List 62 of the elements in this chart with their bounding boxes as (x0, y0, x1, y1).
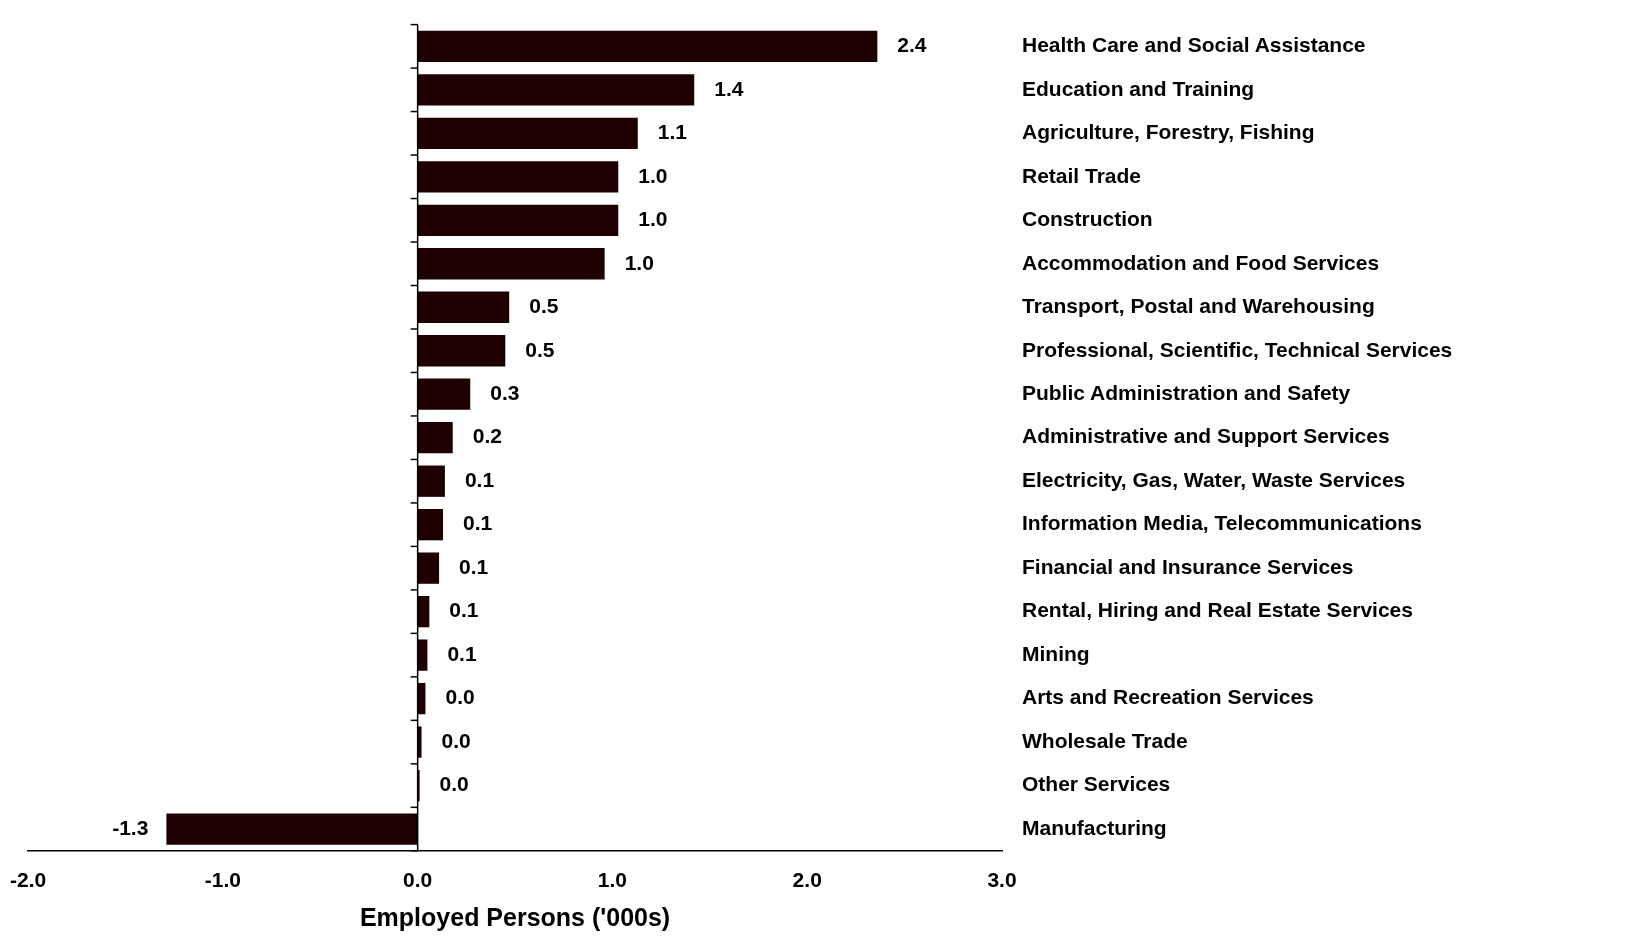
y-tick-label: Professional, Scientific, Technical Services (1022, 337, 1453, 361)
data-label: 0.2 (472, 424, 502, 448)
x-tick-label: 0.0 (403, 868, 433, 892)
bar (417, 465, 445, 497)
bar (417, 335, 506, 367)
data-label: 0.0 (445, 685, 475, 709)
y-tick-label: Arts and Recreation Services (1022, 685, 1314, 709)
bar (417, 161, 619, 193)
bar (417, 552, 440, 584)
y-tick-label: Manufacturing (1022, 815, 1167, 839)
data-label: 0.5 (525, 337, 555, 361)
data-label: -1.3 (112, 815, 149, 839)
data-label: 0.1 (447, 641, 477, 665)
y-tick-label: Other Services (1022, 772, 1171, 796)
data-label: 0.1 (462, 511, 493, 535)
bar (417, 291, 510, 323)
data-label: 0.0 (441, 728, 471, 752)
y-tick-label: Retail Trade (1022, 163, 1142, 187)
y-tick-label: Education and Training (1022, 76, 1255, 100)
y-tick-label: Electricity, Gas, Water, Waste Services (1022, 467, 1406, 491)
y-tick-label: Rental, Hiring and Real Estate Services (1022, 598, 1413, 622)
y-tick-label: Information Media, Telecommunications (1022, 511, 1422, 535)
bar (417, 639, 428, 671)
x-tick-label: -1.0 (204, 868, 241, 892)
data-label: 0.5 (529, 294, 559, 318)
x-tick-label: 3.0 (987, 868, 1017, 892)
data-label: 1.0 (638, 163, 668, 187)
y-tick-label: Transport, Postal and Warehousing (1022, 294, 1375, 318)
data-label: 0.3 (490, 381, 520, 405)
y-tick-label: Mining (1022, 641, 1090, 665)
bar (417, 248, 605, 280)
bar (417, 74, 695, 106)
x-tick-label: 2.0 (792, 868, 822, 892)
data-label: 0.1 (449, 598, 479, 622)
y-tick-label: Financial and Insurance Services (1022, 554, 1354, 578)
data-label: 1.1 (657, 120, 688, 144)
bar (417, 30, 878, 62)
y-tick-label: Construction (1022, 207, 1153, 231)
x-tick-label: 1.0 (597, 868, 628, 892)
data-label: 1.0 (638, 207, 668, 231)
bar (417, 595, 430, 628)
y-tick-label: Health Care and Social Assistance (1022, 33, 1366, 57)
bar (417, 204, 619, 236)
y-tick-label: Accommodation and Food Services (1022, 250, 1380, 274)
bar (417, 117, 638, 149)
bar (166, 813, 418, 845)
x-axis-title: Employed Persons ('000s) (359, 902, 671, 931)
y-tick-label: Public Administration and Safety (1022, 381, 1351, 405)
data-label: 1.4 (714, 76, 744, 100)
bar (417, 378, 471, 410)
data-label: 0.1 (459, 554, 489, 578)
bar (417, 509, 443, 541)
data-label: 2.4 (897, 33, 927, 57)
bar (417, 726, 422, 758)
y-tick-label: Agriculture, Forestry, Fishing (1022, 120, 1315, 144)
y-tick-label: Administrative and Support Services (1022, 424, 1390, 448)
bar (417, 422, 453, 454)
x-tick-label: -2.0 (10, 868, 47, 892)
data-label: 1.0 (624, 250, 654, 274)
data-label: 0.0 (439, 772, 469, 796)
y-tick-label: Wholesale Trade (1022, 728, 1188, 752)
data-label: 0.1 (464, 467, 495, 491)
